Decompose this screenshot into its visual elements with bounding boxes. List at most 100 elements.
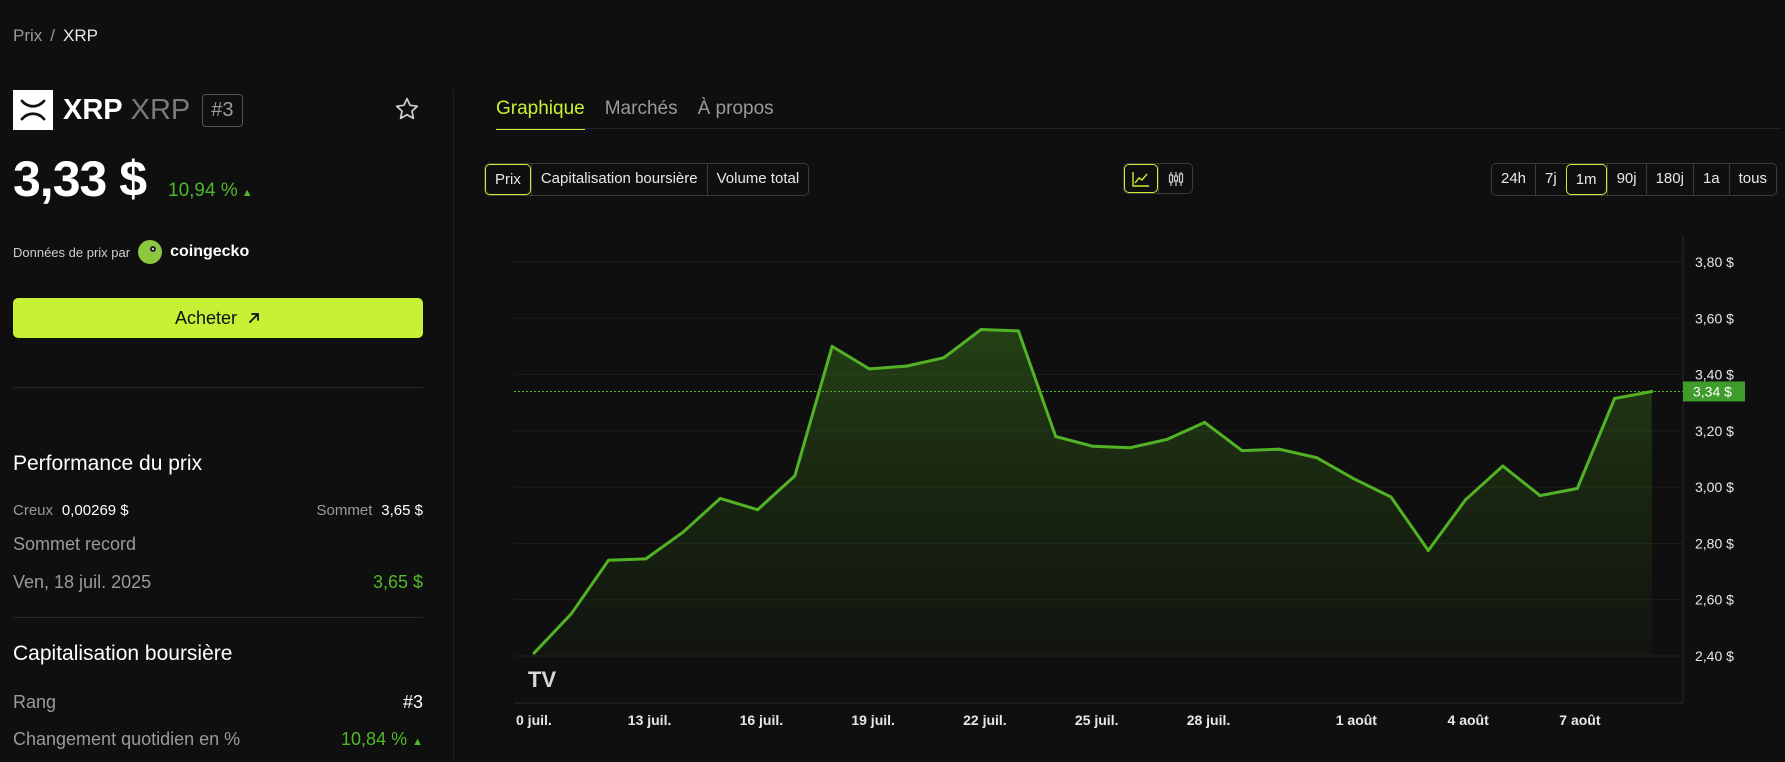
x-tick-label: 7 août (1559, 712, 1601, 728)
metric-price-button[interactable]: Prix (485, 164, 531, 195)
time-range-toggle-group: 24h 7j 1m 90j 180j 1a tous (1491, 163, 1777, 196)
high-label: Sommet (316, 502, 373, 519)
data-point (1314, 456, 1318, 460)
rank-badge: #3 (202, 93, 243, 127)
market-cap-title: Capitalisation boursière (13, 642, 233, 665)
data-point (942, 356, 946, 360)
buy-button-label: Acheter (174, 307, 238, 328)
daily-change-row: Changement quotidien en % 10,84 % ▲ (13, 729, 423, 750)
daily-change-value-wrap: 10,84 % ▲ (341, 729, 423, 750)
data-point (1538, 494, 1542, 498)
y-tick-label: 2,80 $ (1695, 535, 1734, 551)
daily-change-label: Changement quotidien en % (13, 729, 241, 749)
range-90d-button[interactable]: 90j (1606, 164, 1646, 195)
range-1y-button[interactable]: 1a (1692, 164, 1729, 195)
divider (13, 617, 423, 618)
data-point (1054, 434, 1058, 438)
range-1m-button[interactable]: 1m (1565, 164, 1607, 195)
data-point (1575, 487, 1579, 491)
data-point (1277, 447, 1281, 451)
x-tick-label: 28 juil. (1187, 712, 1231, 728)
high-value: 3,65 $ (381, 502, 423, 519)
tradingview-logo-icon: TV (528, 667, 556, 692)
tab-a-propos[interactable]: À propos (697, 98, 774, 119)
range-180d-button[interactable]: 180j (1645, 164, 1693, 195)
data-point (1426, 548, 1430, 552)
price-change-value: 10,94 % (168, 180, 238, 201)
buy-button[interactable]: Acheter (13, 298, 423, 338)
y-tick-label: 3,40 $ (1695, 367, 1734, 383)
rank-label: Rang (13, 692, 57, 712)
chart-type-toggle-group (1123, 163, 1193, 194)
y-tick-label: 3,00 $ (1695, 479, 1734, 495)
daily-change-value: 10,84 % (341, 729, 408, 749)
range-24h-button[interactable]: 24h (1501, 170, 1527, 187)
metric-market-cap-button[interactable]: Capitalisation boursière (530, 164, 707, 195)
data-point (1203, 420, 1207, 424)
panel-divider (453, 90, 454, 762)
x-tick-label: 4 août (1448, 712, 1490, 728)
x-tick-label: 1 août (1336, 712, 1378, 728)
low-label: Creux (13, 502, 54, 519)
breadcrumb-parent-link[interactable]: Prix (13, 26, 43, 45)
data-point (830, 344, 834, 348)
data-point (1128, 446, 1132, 450)
x-tick-label: 16 juil. (740, 712, 784, 728)
metric-toggle-group: Prix Capitalisation boursière Volume tot… (484, 163, 810, 196)
y-tick-label: 2,60 $ (1695, 592, 1734, 608)
breadcrumb-current: XRP (63, 26, 98, 45)
favorite-star-icon[interactable] (394, 96, 420, 127)
data-point (1016, 329, 1020, 333)
range-7d-button[interactable]: 7j (1535, 164, 1566, 195)
price-change: 10,94 % ▲ (168, 180, 253, 202)
data-point (1240, 449, 1244, 453)
data-point (905, 364, 909, 368)
tab-graphique[interactable]: Graphique (496, 98, 585, 130)
up-triangle-icon: ▲ (241, 187, 253, 199)
current-price-tag (1683, 381, 1745, 402)
xrp-logo-icon (13, 90, 53, 130)
coingecko-logo-icon (138, 240, 163, 264)
y-tick-label: 3,20 $ (1695, 423, 1734, 439)
price-chart[interactable]: 3,34 $ 3,80 $ 3,60 $ 3,40 $ 3,20 $ 3,00 $ 2,80… (500, 235, 1780, 735)
price-row: 3,33 $ 10,94 % ▲ (13, 150, 253, 208)
ath-label: Sommet record (13, 534, 137, 554)
metric-volume-button[interactable]: Volume total (706, 164, 809, 195)
line-chart-icon (1132, 171, 1149, 187)
tab-marches[interactable]: Marchés (604, 98, 678, 119)
low-value: 0,00269 $ (61, 502, 129, 519)
breadcrumb: Prix / XRP (13, 26, 98, 46)
data-point (979, 328, 983, 332)
performance-title: Performance du prix (13, 452, 203, 475)
range-all-button[interactable]: tous (1728, 164, 1776, 195)
price-source-brand[interactable]: coingecko (170, 243, 250, 260)
candlestick-icon (1168, 171, 1183, 186)
price-source-label: Données de prix par (13, 244, 131, 260)
data-point (532, 651, 536, 655)
data-point (756, 508, 760, 512)
y-tick-label: 2,40 $ (1695, 648, 1734, 664)
current-price-label: 3,34 $ (1693, 383, 1732, 399)
coin-summary-panel: XRP XRP #3 3,33 $ 10,94 % ▲ Données de pr… (13, 90, 423, 749)
tabs-underline (496, 128, 1781, 129)
rank-row: Rang #3 (13, 692, 423, 713)
coin-symbol: XRP (130, 93, 191, 126)
x-tick-label: 0 juil. (516, 712, 552, 728)
data-point (1352, 477, 1356, 481)
x-tick-label: 13 juil. (628, 712, 672, 728)
coin-name: XRP (63, 93, 123, 126)
price-area (534, 329, 1652, 656)
data-point (1165, 437, 1169, 441)
low-high-row: Creux 0,00269 $ Sommet 3,65 $ (13, 502, 423, 520)
price-source: Données de prix par coingecko (13, 240, 249, 264)
line-chart-button[interactable] (1124, 164, 1158, 193)
data-point (644, 557, 648, 561)
data-point (1613, 396, 1617, 400)
ath-value: 3,65 $ (372, 572, 423, 592)
data-point (1091, 444, 1095, 448)
current-price: 3,33 $ (13, 151, 147, 207)
y-tick-label: 3,80 $ (1695, 254, 1734, 270)
data-point (718, 496, 722, 500)
candlestick-chart-button[interactable] (1158, 164, 1192, 193)
data-point (681, 530, 685, 534)
